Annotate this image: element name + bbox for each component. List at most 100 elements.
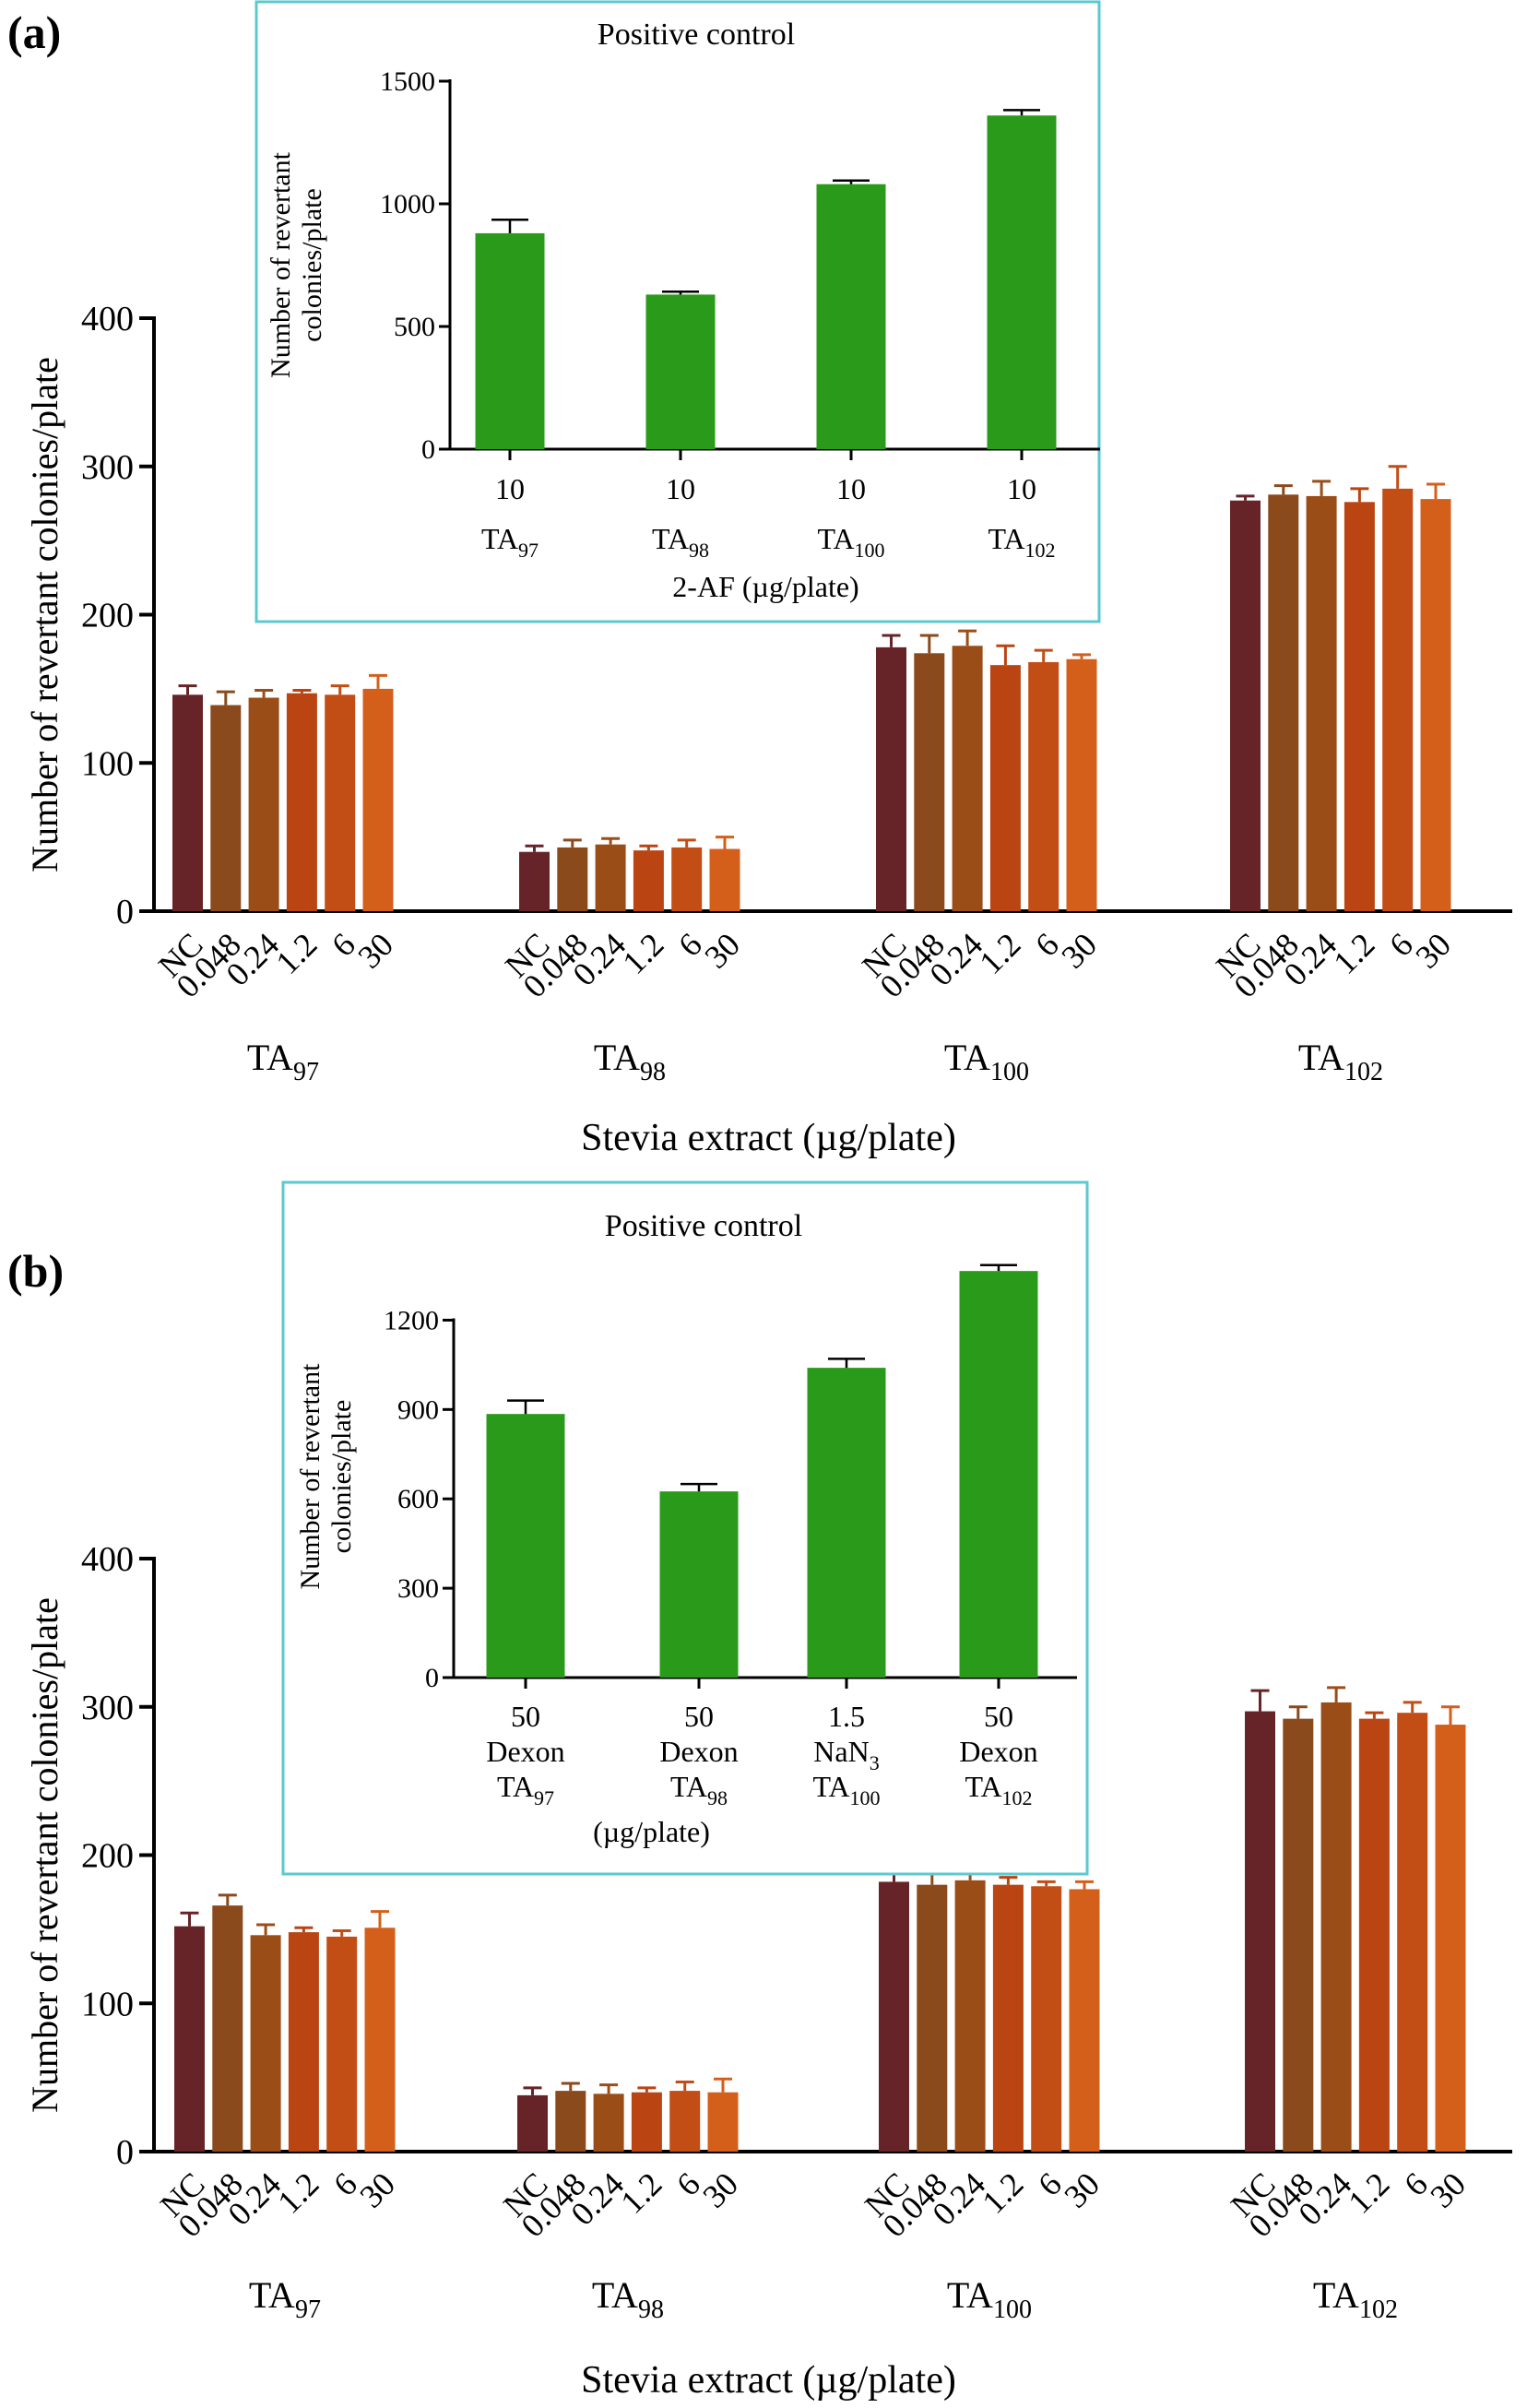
inset-strain-label: TA98	[670, 1770, 728, 1809]
dose-tick-label: 30	[695, 2165, 745, 2215]
inset-y-tick-label: 300	[397, 1573, 439, 1604]
bar	[1344, 502, 1375, 911]
inset-bar	[987, 115, 1057, 450]
bar	[519, 851, 550, 911]
bar	[1435, 1725, 1466, 2152]
inset-strain-label: TA98	[652, 522, 709, 562]
dose-tick-label: 1.2	[268, 926, 324, 981]
inset-strain-label: TA102	[988, 522, 1055, 562]
bar	[1230, 500, 1261, 911]
bar	[1268, 494, 1299, 911]
bar	[709, 848, 740, 911]
bar	[1028, 661, 1059, 911]
panel-label: (b)	[7, 1245, 64, 1297]
inset-x-axis-label: (µg/plate)	[593, 1815, 710, 1848]
group-label: TA97	[247, 1037, 319, 1086]
inset-strain-label: TA102	[965, 1770, 1032, 1809]
inset-bar	[475, 232, 545, 449]
inset-bar	[807, 1368, 886, 1678]
inset-bar	[486, 1414, 565, 1678]
bar	[876, 646, 906, 911]
inset-strain-label: TA100	[817, 522, 884, 562]
group-label: TA97	[249, 2274, 321, 2324]
y-tick-label: 200	[81, 597, 134, 635]
bar	[1306, 495, 1337, 911]
inset-dose-label: 10	[836, 472, 866, 505]
inset-dose-label: 50	[511, 1700, 540, 1733]
bar	[633, 850, 664, 911]
inset-agent-label: NaN3	[813, 1735, 879, 1774]
inset-strain-label: TA97	[497, 1770, 554, 1809]
inset-y-tick-label: 1500	[380, 66, 435, 97]
bar	[325, 694, 356, 911]
y-tick-label: 100	[81, 1985, 134, 2023]
bar	[914, 653, 945, 911]
dose-tick-label: 1.2	[975, 2165, 1030, 2221]
inset-title: Positive control	[605, 1209, 802, 1243]
bar	[1066, 658, 1097, 911]
bar	[248, 697, 279, 911]
bar	[286, 693, 317, 911]
dose-tick-label: 1.2	[270, 2165, 326, 2221]
y-tick-label: 0	[116, 2133, 134, 2172]
bar	[593, 2094, 624, 2152]
inset-dose-label: 10	[666, 472, 695, 505]
bar	[326, 1936, 358, 2152]
inset-x-axis-label: 2-AF (µg/plate)	[672, 570, 858, 603]
inset-strain-label: TA100	[812, 1770, 880, 1809]
inset-title: Positive control	[598, 18, 795, 52]
bar	[992, 1884, 1024, 2152]
bar	[1420, 499, 1451, 911]
bar	[210, 705, 242, 911]
y-tick-label: 400	[81, 300, 134, 338]
bar	[671, 847, 703, 911]
group-label: TA102	[1298, 1037, 1383, 1086]
bar	[1382, 488, 1414, 911]
bar	[1069, 1889, 1100, 2152]
dose-tick-label: 1.2	[615, 926, 670, 981]
bar	[989, 665, 1021, 911]
dose-tick-label: 30	[1054, 926, 1104, 976]
bar	[172, 694, 203, 911]
inset-dose-label: 50	[984, 1700, 1013, 1733]
x-axis-label: Stevia extract (µg/plate)	[581, 2359, 956, 2402]
bar	[174, 1926, 205, 2152]
dose-tick-label: 1.2	[972, 926, 1027, 981]
bar	[1283, 1718, 1314, 2152]
group-label: TA98	[594, 1037, 666, 1086]
y-axis-label: Number of revertant colonies/plate	[24, 1597, 65, 2113]
inset-bar	[659, 1491, 739, 1678]
inset-y-axis-label: Number of revertantcolonies/plate	[266, 151, 327, 378]
inset-y-tick-label: 0	[421, 434, 435, 465]
y-tick-label: 300	[81, 1689, 134, 1727]
inset-dose-label: 50	[684, 1700, 714, 1733]
bar	[212, 1905, 243, 2152]
bar	[1320, 1702, 1352, 2152]
y-tick-label: 400	[81, 1540, 134, 1579]
inset-bar	[816, 184, 886, 449]
bar	[595, 844, 626, 911]
group-label: TA100	[947, 2274, 1032, 2324]
dose-tick-label: 1.2	[613, 2165, 669, 2221]
group-label: TA98	[592, 2274, 664, 2324]
y-axis-label: Number of revertant colonies/plate	[24, 357, 65, 872]
bar	[1397, 1713, 1428, 2152]
dose-tick-label: 30	[350, 926, 400, 976]
bar	[517, 2094, 548, 2152]
bar	[1245, 1711, 1275, 2152]
bar	[1031, 1886, 1062, 2152]
bar	[250, 1935, 281, 2152]
bar	[917, 1884, 948, 2152]
inset-agent-label: Dexon	[959, 1735, 1037, 1768]
inset-y-tick-label: 0	[425, 1663, 439, 1693]
bar	[952, 646, 983, 911]
panel-label: (a)	[7, 6, 61, 58]
bar	[555, 2091, 586, 2152]
dose-tick-label: 1.2	[1341, 2165, 1396, 2221]
inset-y-tick-label: 900	[397, 1394, 439, 1425]
inset-dose-label: 1.5	[828, 1700, 865, 1733]
y-tick-label: 0	[116, 893, 134, 931]
